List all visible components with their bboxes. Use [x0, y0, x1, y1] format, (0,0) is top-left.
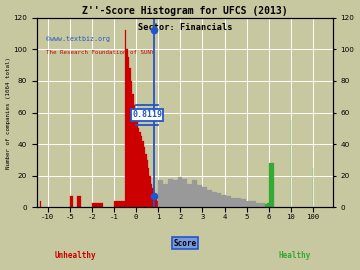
Bar	[163, 184, 168, 207]
Bar	[217, 193, 221, 207]
Bar	[173, 180, 177, 207]
Bar	[202, 187, 207, 207]
Text: Unhealthy: Unhealthy	[55, 251, 96, 259]
Bar	[183, 179, 187, 207]
Bar	[154, 193, 155, 207]
Bar	[134, 105, 135, 207]
Bar	[226, 196, 231, 207]
Title: Z''-Score Histogram for UFCS (2013): Z''-Score Histogram for UFCS (2013)	[82, 6, 288, 16]
Bar	[129, 68, 131, 207]
Bar	[168, 179, 173, 207]
Bar	[212, 191, 217, 207]
Bar	[144, 147, 145, 207]
Bar	[241, 200, 246, 207]
Bar	[157, 201, 158, 207]
Bar	[251, 201, 256, 207]
Bar	[207, 190, 212, 207]
Bar	[148, 168, 149, 207]
Bar	[236, 198, 241, 207]
Text: Score: Score	[174, 239, 197, 248]
Text: Healthy: Healthy	[278, 251, 311, 259]
Text: Sector: Financials: Sector: Financials	[138, 23, 232, 32]
Bar	[139, 131, 141, 207]
Bar	[40, 201, 41, 207]
Bar	[145, 154, 147, 207]
Bar	[141, 136, 142, 207]
Bar	[135, 113, 136, 207]
Text: 0.8119: 0.8119	[132, 110, 162, 119]
Bar	[125, 31, 126, 207]
Bar	[138, 128, 139, 207]
Bar	[92, 202, 103, 207]
Bar	[131, 81, 132, 207]
Bar	[187, 184, 192, 207]
Bar	[128, 57, 129, 207]
Bar	[114, 201, 125, 207]
Bar	[269, 163, 274, 207]
Bar	[132, 94, 134, 207]
Bar	[197, 185, 202, 207]
Text: ©www.textbiz.org: ©www.textbiz.org	[46, 36, 110, 42]
Bar	[136, 120, 138, 207]
Bar	[267, 202, 269, 207]
Bar	[151, 184, 152, 207]
Bar	[221, 195, 226, 207]
Bar	[260, 202, 265, 207]
Bar	[256, 202, 260, 207]
Bar	[192, 180, 197, 207]
Bar	[126, 49, 128, 207]
Bar	[142, 141, 144, 207]
Bar	[147, 160, 148, 207]
Y-axis label: Number of companies (1064 total): Number of companies (1064 total)	[5, 56, 10, 168]
Bar	[231, 198, 236, 207]
Bar	[265, 204, 267, 207]
Bar	[158, 180, 163, 207]
Bar	[149, 176, 151, 207]
Bar	[70, 196, 73, 207]
Bar	[77, 196, 81, 207]
Bar	[177, 177, 183, 207]
Bar	[155, 198, 157, 207]
Text: The Research Foundation of SUNY: The Research Foundation of SUNY	[46, 50, 154, 55]
Bar	[152, 188, 154, 207]
Bar	[246, 201, 251, 207]
